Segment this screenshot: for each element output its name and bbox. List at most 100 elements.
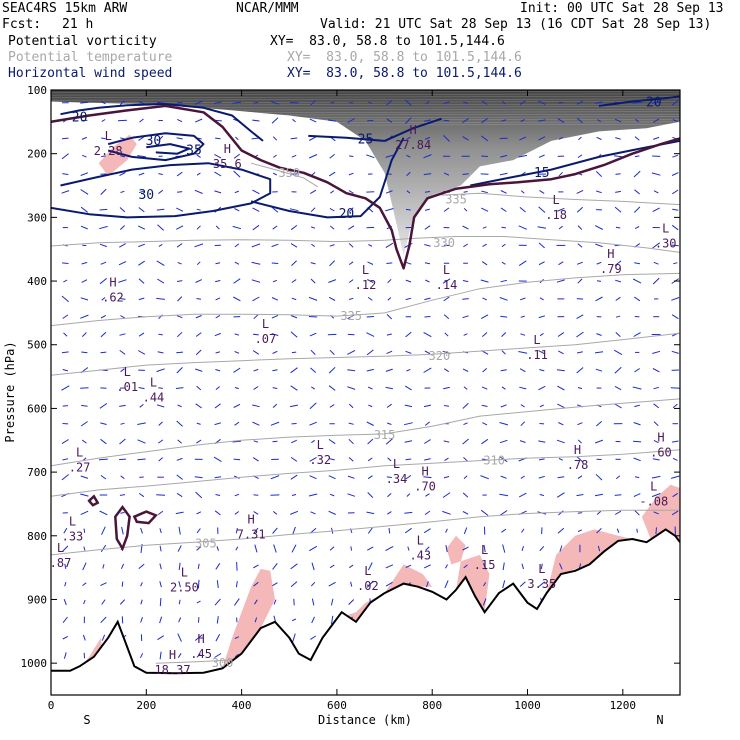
wind-vector xyxy=(539,369,545,372)
wind-vector xyxy=(196,154,201,158)
wind-vector xyxy=(387,511,392,515)
wind-vector xyxy=(311,562,315,571)
wind-vector xyxy=(480,207,489,212)
pv-shade-streak xyxy=(51,111,680,114)
wind-vector xyxy=(595,243,603,248)
wind-vector xyxy=(519,440,526,443)
wind-vector xyxy=(483,545,486,553)
wind-vector xyxy=(329,349,335,355)
wind-vector xyxy=(159,581,162,588)
wind-vector xyxy=(556,492,565,498)
wind-vector xyxy=(387,278,392,284)
wind-vector xyxy=(233,598,240,606)
extremum-marker: H.78 xyxy=(567,443,589,472)
extremum-marker: L.27 xyxy=(69,446,91,475)
wind-vector xyxy=(537,226,547,229)
wind-vector xyxy=(196,600,201,604)
wind-vector xyxy=(499,422,509,426)
pv-shade-region xyxy=(456,554,490,613)
pv-shade-streak xyxy=(51,101,680,103)
wind-vector xyxy=(252,350,260,355)
theta-contour xyxy=(441,192,680,206)
wind-vector xyxy=(233,367,241,373)
wind-vector xyxy=(176,315,183,319)
y-tick-label: 400 xyxy=(27,275,47,288)
wind-vector xyxy=(137,225,146,230)
wind-vector xyxy=(577,422,583,426)
wind-vector xyxy=(176,420,183,427)
wind-vector xyxy=(197,563,200,569)
wind-vector xyxy=(61,295,70,303)
wind-vector xyxy=(653,439,659,444)
extremum-marker: H.60 xyxy=(650,430,672,459)
wind-vector xyxy=(577,225,583,230)
wind-vector xyxy=(178,617,182,623)
extremum-kind: L xyxy=(76,446,83,460)
wind-vector xyxy=(100,314,107,319)
wind-vector xyxy=(61,385,70,391)
wind-vector xyxy=(272,387,278,389)
wind-vector xyxy=(61,351,69,354)
wind-vector xyxy=(558,350,564,355)
center-label: NCAR/MMM xyxy=(236,1,299,16)
extremum-marker: H.70 xyxy=(414,465,436,494)
wind-vector xyxy=(215,225,220,230)
wind-vector xyxy=(348,422,354,425)
wind-vector xyxy=(518,154,528,158)
wind-vector xyxy=(557,207,565,212)
wind-vector xyxy=(139,653,144,659)
wind-vector xyxy=(291,297,297,301)
wind-vector xyxy=(501,119,507,122)
wind-vector xyxy=(613,155,623,158)
wind-speed-contour-label: 35 xyxy=(186,144,202,159)
wind-vector xyxy=(158,189,164,194)
wind-vector xyxy=(195,349,202,356)
wind-vector xyxy=(176,492,183,498)
wind-vector xyxy=(594,493,603,497)
wind-vector xyxy=(671,172,679,176)
wind-vector xyxy=(216,616,219,624)
wind-vector xyxy=(272,403,278,408)
wind-vector xyxy=(252,404,260,408)
wind-vector xyxy=(328,171,336,177)
pv-shade-streak xyxy=(51,108,680,111)
wind-vector xyxy=(176,331,183,338)
wind-vector xyxy=(518,492,527,498)
wind-vector xyxy=(385,208,394,212)
wind-vector xyxy=(672,208,679,211)
wind-vector xyxy=(672,119,678,123)
wind-vector xyxy=(272,440,278,443)
wind-vector xyxy=(271,314,279,319)
wind-vector xyxy=(328,296,336,301)
wind-vector xyxy=(482,243,487,248)
wind-vector xyxy=(140,527,143,534)
wind-vector xyxy=(425,279,430,283)
wind-vector xyxy=(633,206,641,213)
wind-vector xyxy=(215,386,220,390)
wind-vector xyxy=(328,366,336,374)
wind-vector xyxy=(253,494,259,496)
wind-vector xyxy=(595,421,603,427)
wind-vector xyxy=(309,332,317,337)
wind-vector xyxy=(653,118,660,123)
wind-vector xyxy=(196,298,202,300)
wind-vector xyxy=(670,387,680,389)
theta-contour xyxy=(51,509,680,556)
wind-vector xyxy=(251,279,261,283)
wind-vector xyxy=(253,527,259,534)
wind-vector xyxy=(406,190,411,194)
wind-vector xyxy=(81,332,87,337)
wind-vector xyxy=(367,137,373,140)
wind-vector xyxy=(215,634,221,642)
wind-vector xyxy=(462,546,469,551)
extremum-marker: L.15 xyxy=(474,543,496,572)
wind-vector xyxy=(196,439,202,444)
extremum-value: .43 xyxy=(409,549,431,563)
wind-vector xyxy=(367,279,374,284)
wind-vector xyxy=(366,349,374,356)
wind-vector xyxy=(481,155,488,157)
extremum-kind: H xyxy=(109,276,116,290)
wind-vector xyxy=(100,422,107,425)
wind-vector xyxy=(252,457,259,462)
